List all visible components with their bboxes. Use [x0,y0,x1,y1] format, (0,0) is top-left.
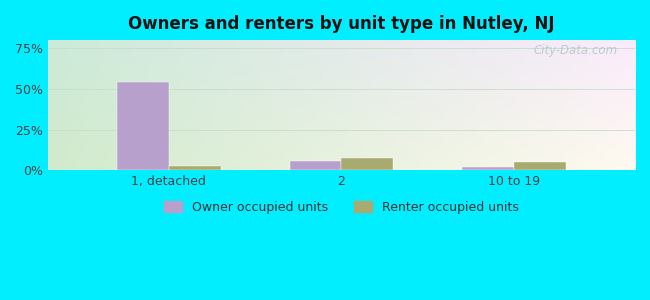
Bar [117,82,169,170]
Bar [290,161,341,170]
Text: City-Data.com: City-Data.com [533,44,618,57]
Legend: Owner occupied units, Renter occupied units: Owner occupied units, Renter occupied un… [159,196,524,219]
Bar [514,162,566,170]
Bar [341,158,393,170]
Bar [169,166,220,170]
Bar [462,167,514,170]
Title: Owners and renters by unit type in Nutley, NJ: Owners and renters by unit type in Nutle… [128,15,554,33]
